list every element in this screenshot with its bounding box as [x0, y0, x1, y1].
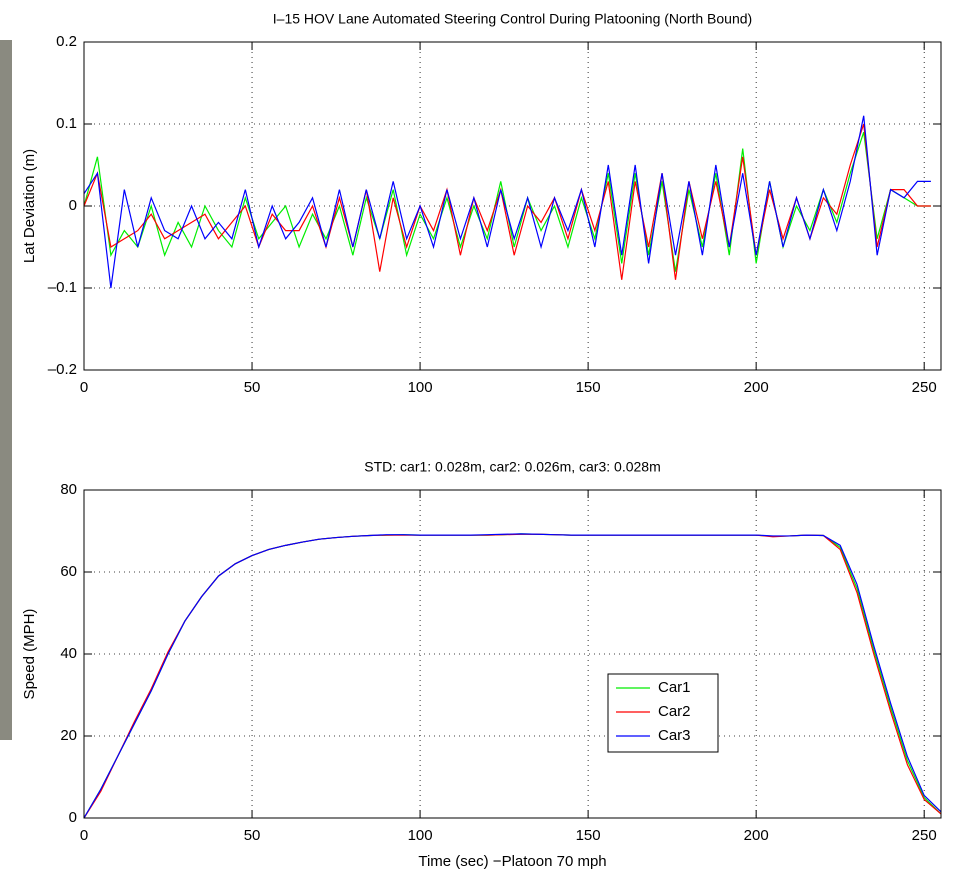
- legend-label: Car3: [658, 727, 691, 744]
- chart-title: STD: car1: 0.028m, car2: 0.026m, car3: 0…: [364, 459, 660, 475]
- x-tick-label: 250: [912, 379, 937, 396]
- x-tick-label: 50: [244, 827, 261, 844]
- x-tick-label: 0: [80, 379, 88, 396]
- x-tick-label: 150: [576, 379, 601, 396]
- y-tick-label: 0.2: [56, 33, 77, 50]
- y-axis-label: Lat Deviation (m): [21, 149, 38, 263]
- plot-area: [84, 42, 941, 370]
- y-tick-label: 0: [69, 809, 77, 826]
- legend-box: [607, 673, 719, 753]
- y-tick-label: 0.1: [56, 115, 77, 132]
- x-tick-label: 100: [408, 827, 433, 844]
- y-tick-label: 20: [60, 727, 77, 744]
- axes-frame: [83, 489, 942, 819]
- chart-title: I–15 HOV Lane Automated Steering Control…: [273, 11, 752, 27]
- x-tick-label: 200: [744, 379, 769, 396]
- legend-label: Car1: [658, 679, 691, 696]
- y-tick-label: 60: [60, 563, 77, 580]
- x-tick-label: 0: [80, 827, 88, 844]
- y-tick-label: –0.2: [48, 361, 77, 378]
- x-tick-label: 200: [744, 827, 769, 844]
- x-tick-label: 250: [912, 827, 937, 844]
- y-tick-label: 80: [60, 481, 77, 498]
- axes-frame: [83, 41, 942, 371]
- background-photo-strip: [0, 40, 12, 740]
- y-axis-label: Speed (MPH): [21, 609, 38, 700]
- y-tick-label: 0: [69, 197, 77, 214]
- legend-label: Car2: [658, 703, 691, 720]
- x-axis-label: Time (sec) −Platoon 70 mph: [418, 853, 606, 870]
- data-line: [83, 115, 931, 289]
- y-tick-label: 40: [60, 645, 77, 662]
- x-tick-label: 150: [576, 827, 601, 844]
- x-tick-label: 50: [244, 379, 261, 396]
- data-line: [83, 533, 942, 819]
- plot-area: [84, 490, 941, 818]
- x-tick-label: 100: [408, 379, 433, 396]
- y-tick-label: –0.1: [48, 279, 77, 296]
